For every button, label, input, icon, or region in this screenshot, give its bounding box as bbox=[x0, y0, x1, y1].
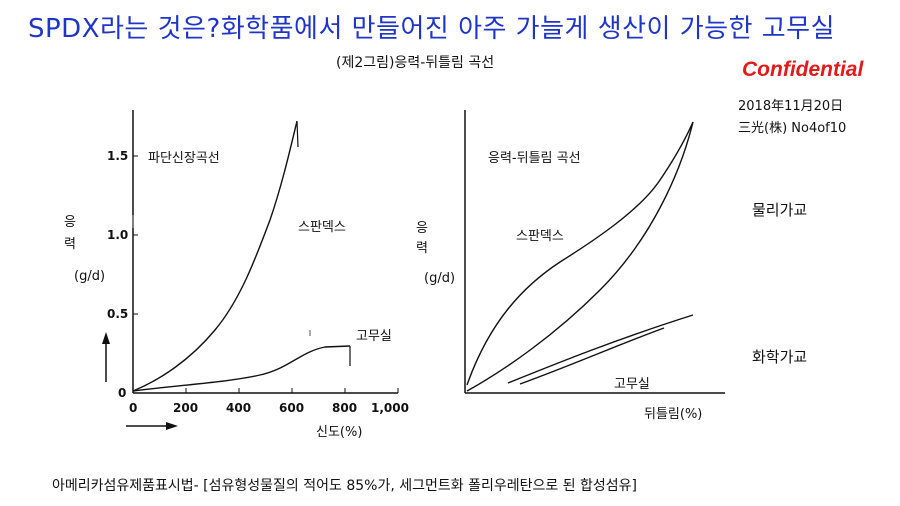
left-spandex-break-mark bbox=[296, 120, 299, 148]
left-y-label: 력 bbox=[64, 237, 76, 252]
right-spandex-label: 스판덱스 bbox=[516, 229, 564, 244]
right-y-label: 력 bbox=[416, 241, 428, 256]
chemical-crosslink-label: 화학가교 bbox=[752, 348, 808, 366]
right-chart-title: 응력-뒤틀림 곡선 bbox=[488, 151, 581, 166]
left-x-tick-label: 200 bbox=[173, 401, 198, 415]
left-y-tick-label: 1.5 bbox=[107, 149, 128, 163]
right-spandex-unloading-curve bbox=[466, 121, 694, 392]
left-x-tick-label: 0 bbox=[129, 401, 137, 415]
left-x-tick-label: 600 bbox=[279, 401, 304, 415]
left-rubber-label: 고무실 bbox=[356, 329, 392, 344]
right-rubber-label: 고무실 bbox=[614, 377, 650, 392]
right-chart: 응력-뒤틀림 곡선 응 력 (g/d) 뒤틀림(%) 스판덱스 고무실 bbox=[416, 110, 725, 422]
figure-caption: (제2그림)응력-뒤틀림 곡선 bbox=[336, 55, 495, 71]
left-x-tick-label: 400 bbox=[226, 401, 251, 415]
left-x-tick-label: 1,000 bbox=[371, 401, 409, 415]
left-y-tick-label: 0.5 bbox=[107, 307, 128, 321]
left-y-unit: (g/d) bbox=[74, 269, 105, 284]
right-rubber-unloading-curve bbox=[519, 327, 665, 385]
left-chart-title: 파단신장곡선 bbox=[148, 151, 220, 166]
date-label: 2018年11月20日 bbox=[738, 99, 844, 114]
page-title: SPDX라는 것은?화학품에서 만들어진 아주 가늘게 생산이 가능한 고무실 bbox=[28, 14, 836, 44]
left-spandex-label: 스판덱스 bbox=[298, 220, 346, 235]
left-y-tick-label: 0 bbox=[118, 386, 126, 400]
left-x-label: 신도(%) bbox=[316, 425, 362, 440]
right-y-label: 응 bbox=[416, 221, 428, 236]
left-chart: 1.5 1.0 0.5 0 0 200 400 600 800 1,000 파단… bbox=[64, 110, 409, 440]
physical-crosslink-label: 물리가교 bbox=[752, 201, 808, 219]
left-spandex-curve bbox=[132, 120, 298, 392]
company-label: 三光(株) No4of10 bbox=[738, 121, 847, 136]
right-rubber-loading-curve bbox=[507, 314, 694, 384]
left-x-tick-label: 800 bbox=[332, 401, 357, 415]
x-arrow-head-icon bbox=[166, 422, 178, 430]
right-x-label: 뒤틀림(%) bbox=[644, 407, 702, 422]
footnote: 아메리카섬유제품표시법- [섬유형성물질의 적어도 85%가, 세그먼트화 폴리… bbox=[52, 478, 638, 494]
confidential-stamp: Confidential bbox=[742, 58, 864, 81]
left-y-label: 응 bbox=[64, 215, 76, 230]
left-y-tick-label: 1.0 bbox=[107, 228, 128, 242]
y-arrow-head-icon bbox=[102, 332, 110, 344]
right-spandex-loading-curve bbox=[466, 121, 694, 386]
right-y-unit: (g/d) bbox=[424, 271, 455, 286]
left-rubber-curve bbox=[132, 345, 351, 392]
